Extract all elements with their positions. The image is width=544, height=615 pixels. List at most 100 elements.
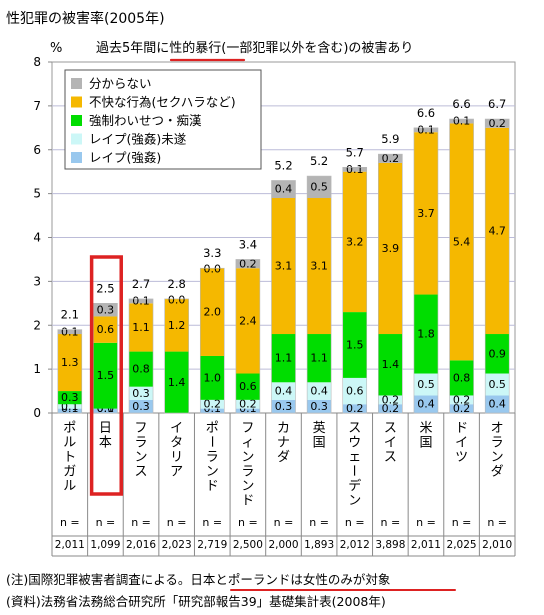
- bar-segment-attempted_rape: [413, 373, 438, 396]
- category-label: ス: [384, 421, 397, 436]
- category-label: ラ: [241, 465, 254, 480]
- bar-segment-indecent: [57, 391, 82, 405]
- data-label-unknown: 0.4: [275, 183, 293, 196]
- bar-segment-rape: [342, 404, 367, 413]
- category-label: ド: [455, 421, 468, 436]
- category-label: ン: [491, 450, 504, 465]
- bar-segment-attempted_rape: [449, 395, 474, 405]
- data-label-rape: 0.2: [346, 402, 364, 415]
- y-tick-label: 4: [33, 231, 41, 245]
- total-label: 3.4: [239, 237, 257, 251]
- data-label-rape: 0.4: [417, 398, 435, 411]
- bar-segment-rape: [307, 399, 332, 413]
- bar-segment-harassment: [413, 132, 438, 295]
- category-label: ン: [241, 450, 254, 465]
- bar-outline: [413, 127, 439, 414]
- category-label: ン: [206, 465, 219, 480]
- data-label-harassment: 1.2: [168, 319, 186, 332]
- n-value: 2,011: [55, 539, 85, 551]
- data-label-unknown: 0.1: [453, 115, 471, 128]
- category-label: フ: [135, 421, 148, 436]
- bar-segment-unknown: [271, 180, 296, 199]
- data-label-harassment: 2.0: [204, 306, 222, 319]
- n-value: 2,016: [126, 539, 156, 551]
- category-label: ポ: [206, 421, 219, 436]
- y-tick-label: 3: [33, 274, 41, 288]
- category-label: ー: [203, 435, 218, 448]
- n-label: n =: [309, 516, 329, 529]
- y-tick-label: 2: [33, 318, 41, 332]
- bar-segment-rape: [129, 399, 154, 413]
- bar-outline: [93, 303, 118, 414]
- legend-swatch-attempted_rape: [71, 133, 82, 145]
- category-label: ン: [348, 494, 361, 509]
- bar-segment-indecent: [129, 351, 154, 387]
- bar-outline: [342, 167, 368, 414]
- bar-outline: [199, 267, 225, 414]
- bar-segment-harassment: [449, 123, 474, 361]
- bar-segment-rape: [413, 395, 438, 413]
- y-tick-label: 0: [33, 406, 41, 420]
- category-label: イ: [384, 436, 397, 451]
- bar-segment-unknown: [342, 167, 367, 172]
- total-label: 5.9: [381, 132, 399, 146]
- data-label-rape: 0.2: [453, 402, 471, 415]
- legend-swatch-indecent: [71, 115, 82, 126]
- n-label: n =: [238, 516, 258, 529]
- footnote-note: (注)国際犯罪被害者調査による。日本とポーランドは女性のみが対象: [6, 572, 390, 587]
- data-label-indecent: 1.0: [204, 371, 222, 384]
- category-label: ト: [63, 450, 76, 465]
- category-label: ラ: [491, 436, 504, 451]
- data-label-unknown: 0.1: [132, 295, 150, 308]
- legend-label-rape: レイプ(強姦): [89, 150, 161, 165]
- y-unit-label: %: [50, 41, 62, 56]
- data-label-attempted_rape: 0.2: [382, 393, 400, 406]
- data-label-harassment: 1.1: [132, 321, 150, 334]
- bar-outline: [57, 329, 83, 414]
- category-label: ダ: [491, 465, 504, 480]
- bar-segment-indecent: [235, 373, 260, 400]
- bar-segment-unknown: [378, 154, 403, 163]
- category-label: 英: [313, 421, 326, 436]
- category-label: 本: [99, 436, 112, 451]
- category-label: ド: [241, 494, 254, 509]
- bar-segment-unknown: [449, 119, 474, 124]
- data-label-indecent: 0.8: [453, 371, 471, 384]
- bar-segment-indecent: [164, 351, 189, 413]
- category-label: タ: [170, 436, 183, 451]
- data-label-indecent: 1.5: [97, 369, 115, 382]
- chart-subtitle: 過去5年間に性的暴行(一部犯罪以外を含む)の被害あり: [96, 40, 413, 56]
- n-value: 2,000: [268, 539, 298, 551]
- bar-segment-attempted_rape: [307, 382, 332, 400]
- data-label-rape: 0.4: [488, 398, 506, 411]
- bar-segment-harassment: [93, 316, 118, 343]
- bar-segment-unknown: [93, 303, 118, 317]
- bar-outline: [484, 118, 510, 414]
- n-value: 2,023: [162, 539, 192, 551]
- data-label-indecent: 0.3: [61, 391, 79, 404]
- data-label-unknown: 0.5: [310, 181, 328, 194]
- legend-box: [64, 69, 262, 170]
- bar-segment-indecent: [271, 334, 296, 383]
- bar-segment-harassment: [485, 127, 510, 335]
- total-label: 2.7: [132, 277, 150, 291]
- total-label: 5.2: [310, 154, 328, 168]
- category-label: ル: [63, 479, 76, 494]
- legend-label-harassment: 不快な行為(セクハラなど): [89, 95, 236, 110]
- bar-segment-harassment: [235, 268, 260, 374]
- bar-segment-indecent: [449, 360, 474, 396]
- bar-segment-rape: [93, 408, 118, 413]
- data-label-attempted_rape: 0.2: [204, 398, 222, 411]
- category-label: カ: [277, 421, 290, 436]
- bar-outline: [449, 118, 474, 414]
- data-label-indecent: 0.8: [132, 363, 150, 376]
- n-label: n =: [131, 516, 151, 529]
- n-label: n =: [60, 516, 80, 529]
- bar-outline: [164, 298, 189, 414]
- category-label: ガ: [63, 465, 76, 480]
- data-label-unknown: 0.1: [417, 124, 435, 137]
- bar-segment-indecent: [342, 312, 367, 378]
- bar-segment-indecent: [200, 355, 225, 400]
